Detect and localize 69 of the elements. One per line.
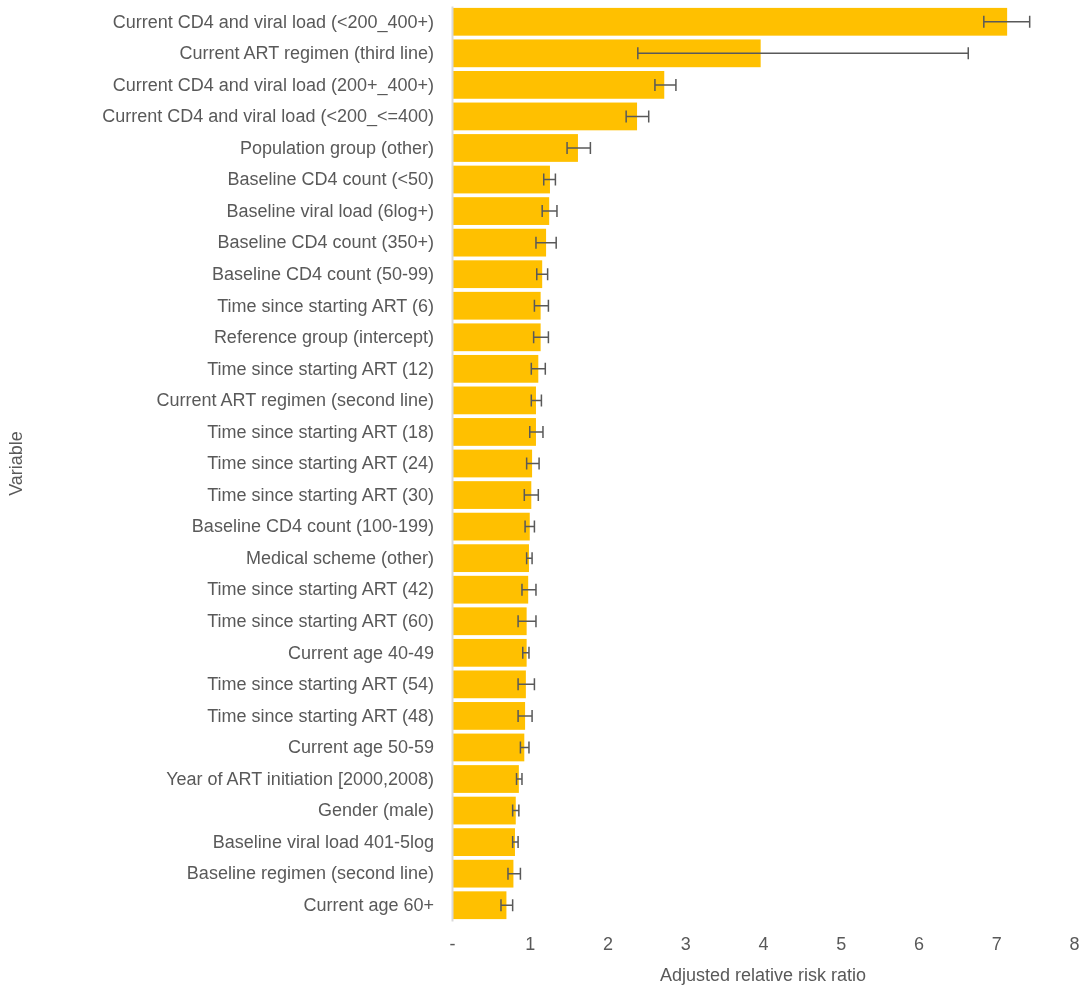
y-tick-label: Current ART regimen (third line) [179, 43, 434, 64]
bar [452, 323, 541, 352]
y-tick-label: Time since starting ART (48) [207, 705, 434, 726]
y-tick-label: Current ART regimen (second line) [156, 390, 434, 411]
y-tick-label: Year of ART initiation [2000,2008) [166, 768, 434, 789]
y-tick-label: Current age 40-49 [287, 642, 434, 663]
bar [452, 260, 543, 289]
y-tick-label: Baseline CD4 count (<50) [227, 169, 434, 190]
bar [452, 670, 526, 699]
bar [452, 733, 525, 762]
bar [452, 544, 529, 573]
y-tick-label: Time since starting ART (54) [207, 674, 434, 695]
y-tick-label: Time since starting ART (6) [217, 295, 434, 316]
bar [452, 354, 539, 383]
bar [452, 165, 550, 194]
x-tick-label: 3 [680, 933, 691, 954]
bar [452, 418, 536, 446]
y-tick-label: Time since starting ART (30) [207, 484, 434, 505]
y-tick-label: Population group (other) [239, 137, 434, 158]
y-tick-label: Baseline CD4 count (50-99) [211, 263, 434, 284]
bar [452, 638, 527, 667]
x-tick-label: - [449, 933, 456, 954]
y-tick-label: Current age 60+ [303, 894, 434, 915]
x-axis-title: Adjusted relative risk ratio [659, 965, 867, 985]
y-tick-label: Baseline viral load 401-5log [212, 831, 434, 852]
y-tick-label: Current age 50-59 [287, 737, 434, 758]
y-tick-label: Baseline CD4 count (350+) [217, 232, 434, 253]
y-tick-label: Time since starting ART (18) [207, 421, 434, 442]
x-tick-label: 6 [913, 933, 925, 954]
bar [452, 828, 515, 856]
y-tick-label: Baseline viral load (6log+) [226, 200, 434, 221]
x-tick-label: 7 [991, 933, 1002, 954]
bar [452, 39, 761, 68]
bar [452, 134, 578, 162]
x-tick-label: 4 [758, 933, 769, 954]
bar [452, 575, 529, 604]
y-tick-label: Current CD4 and viral load (<200_400+) [112, 11, 434, 33]
y-tick-label: Time since starting ART (42) [207, 579, 434, 600]
bar [452, 197, 550, 225]
y-tick-label: Current CD4 and viral load (200+_400+) [112, 74, 434, 96]
bar [452, 859, 514, 888]
x-tick-label: 1 [525, 933, 536, 954]
x-tick-label: 2 [602, 933, 614, 954]
y-tick-label: Gender (male) [317, 800, 434, 821]
y-tick-label: Time since starting ART (12) [207, 358, 434, 379]
x-tick-label: 5 [836, 933, 847, 954]
y-tick-label: Current CD4 and viral load (<200_<=400) [102, 106, 434, 128]
bar [452, 512, 530, 541]
bar [452, 765, 519, 793]
y-tick-label: Medical scheme (other) [245, 547, 434, 568]
bar [452, 7, 1008, 36]
bar [452, 71, 665, 99]
bar [452, 891, 507, 920]
bar [452, 796, 516, 825]
bar [452, 449, 533, 478]
y-tick-label: Baseline CD4 count (100-199) [191, 516, 434, 537]
x-tick-label: 8 [1069, 933, 1080, 954]
bar [452, 102, 638, 131]
bar [452, 702, 526, 730]
y-tick-label: Reference group (intercept) [213, 327, 434, 348]
y-axis-title: Variable [6, 431, 26, 496]
y-tick-label: Time since starting ART (60) [207, 611, 434, 632]
y-tick-label: Baseline regimen (second line) [186, 863, 434, 884]
bar [452, 481, 532, 509]
bar [452, 291, 541, 320]
bar [452, 386, 536, 415]
y-tick-label: Time since starting ART (24) [207, 453, 434, 474]
bar [452, 607, 527, 636]
bar [452, 228, 547, 257]
